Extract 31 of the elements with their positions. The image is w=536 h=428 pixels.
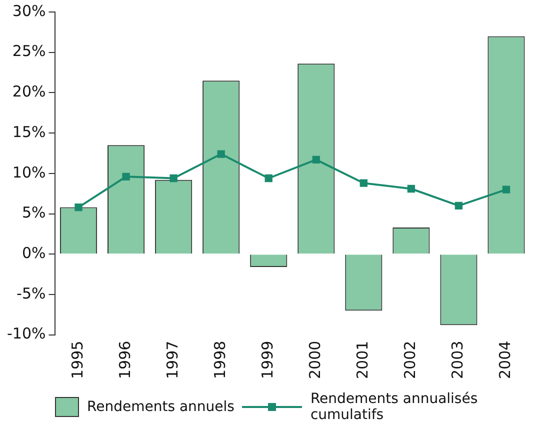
y-tick-label: 30% (12, 2, 46, 20)
x-tick-label: 2000 (306, 340, 324, 380)
x-tick-label: 2004 (496, 340, 514, 380)
x-tick-label: 1995 (68, 340, 86, 380)
x-tick-label: 1999 (258, 340, 277, 380)
point (407, 184, 416, 193)
point (122, 172, 130, 180)
x-tick-label: 2001 (354, 340, 372, 380)
point (454, 202, 463, 210)
x-tick-label: 1998 (210, 340, 229, 380)
y-tick-label: -10% (6, 324, 46, 343)
point (170, 174, 178, 182)
point (312, 156, 320, 164)
legend-label: Rendements annuels (87, 399, 234, 415)
x-tick-label: 2003 (448, 340, 467, 380)
x-tick-label: 1996 (116, 340, 134, 380)
y-tick-label: 20% (12, 82, 46, 101)
y-tick-label: 5% (22, 204, 46, 222)
y-tick-label: 0% (22, 244, 46, 262)
point (360, 179, 368, 187)
point (74, 203, 82, 212)
point (502, 186, 510, 194)
y-tick-label: 25% (12, 42, 46, 60)
x-tick-label: 1997 (163, 340, 182, 380)
y-tick-label: 15% (12, 122, 46, 141)
y-tick-label: 10% (12, 163, 46, 182)
y-tick-label: -5% (16, 284, 46, 302)
legend-label: Rendements annualisés cumulatifs (310, 391, 479, 423)
point (217, 150, 225, 158)
x-tick-label: 2002 (401, 340, 420, 380)
point (264, 174, 272, 182)
